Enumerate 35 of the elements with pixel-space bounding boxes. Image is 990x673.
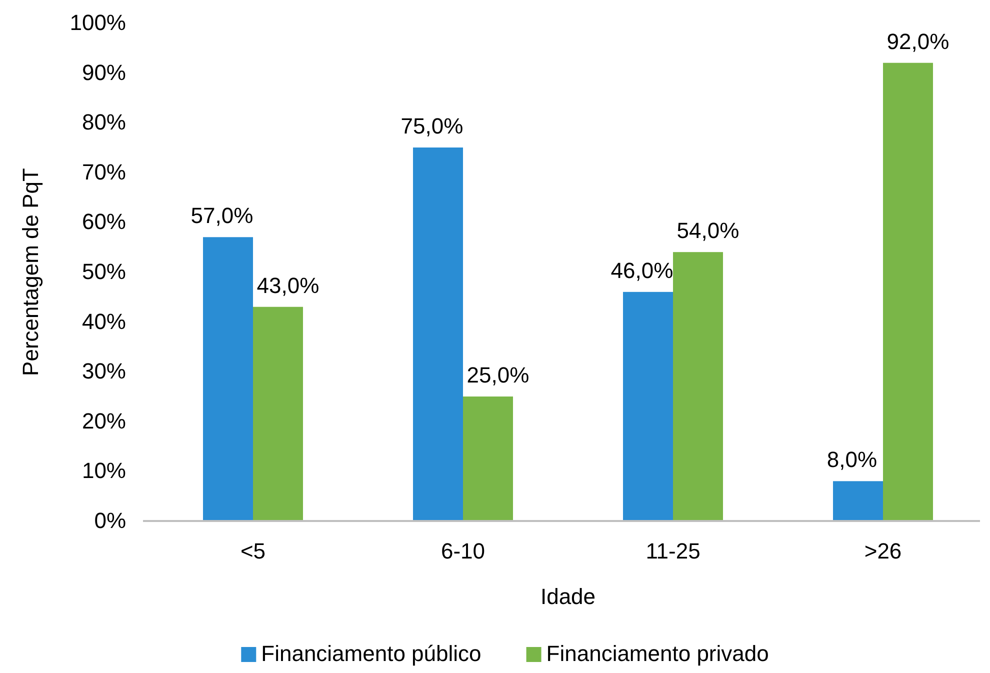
data-label: 75,0% bbox=[400, 114, 464, 138]
y-tick-label: 80% bbox=[82, 110, 126, 135]
data-label: 25,0% bbox=[466, 362, 530, 388]
bar bbox=[883, 62, 933, 521]
y-tick-label: 60% bbox=[82, 209, 126, 234]
data-label: 54,0% bbox=[676, 218, 740, 244]
bar bbox=[833, 481, 883, 521]
y-tick-label: 0% bbox=[94, 508, 126, 534]
legend-label: Financiamento público bbox=[261, 641, 482, 666]
y-tick-label: 90% bbox=[82, 60, 126, 85]
y-tick-label: 50% bbox=[82, 259, 126, 284]
x-tick-label: >26 bbox=[864, 538, 902, 564]
x-tick-label: <5 bbox=[240, 538, 266, 564]
data-label: 8,0% bbox=[826, 447, 878, 472]
y-axis-title: Percentagem de PqT bbox=[18, 168, 43, 376]
x-tick-label: 6-10 bbox=[440, 538, 486, 564]
bar bbox=[253, 306, 303, 521]
legend-label: Financiamento privado bbox=[546, 641, 769, 666]
bar bbox=[413, 148, 463, 521]
y-tick-label: 10% bbox=[82, 458, 126, 484]
data-label: 43,0% bbox=[256, 272, 320, 298]
bar bbox=[673, 252, 723, 521]
bar bbox=[463, 396, 513, 521]
data-label: 46,0% bbox=[610, 258, 674, 283]
y-tick-label: 70% bbox=[82, 159, 126, 184]
bar bbox=[203, 237, 253, 521]
x-axis-title: Idade bbox=[540, 584, 596, 609]
data-label: 92,0% bbox=[886, 28, 950, 54]
bar bbox=[623, 292, 673, 521]
y-tick-label: 40% bbox=[82, 308, 126, 334]
data-label: 57,0% bbox=[190, 203, 254, 228]
y-tick-label: 30% bbox=[82, 358, 126, 384]
y-tick-label: 20% bbox=[82, 408, 126, 434]
y-tick-label: 100% bbox=[70, 10, 126, 36]
x-tick-label: 11-25 bbox=[646, 538, 700, 564]
